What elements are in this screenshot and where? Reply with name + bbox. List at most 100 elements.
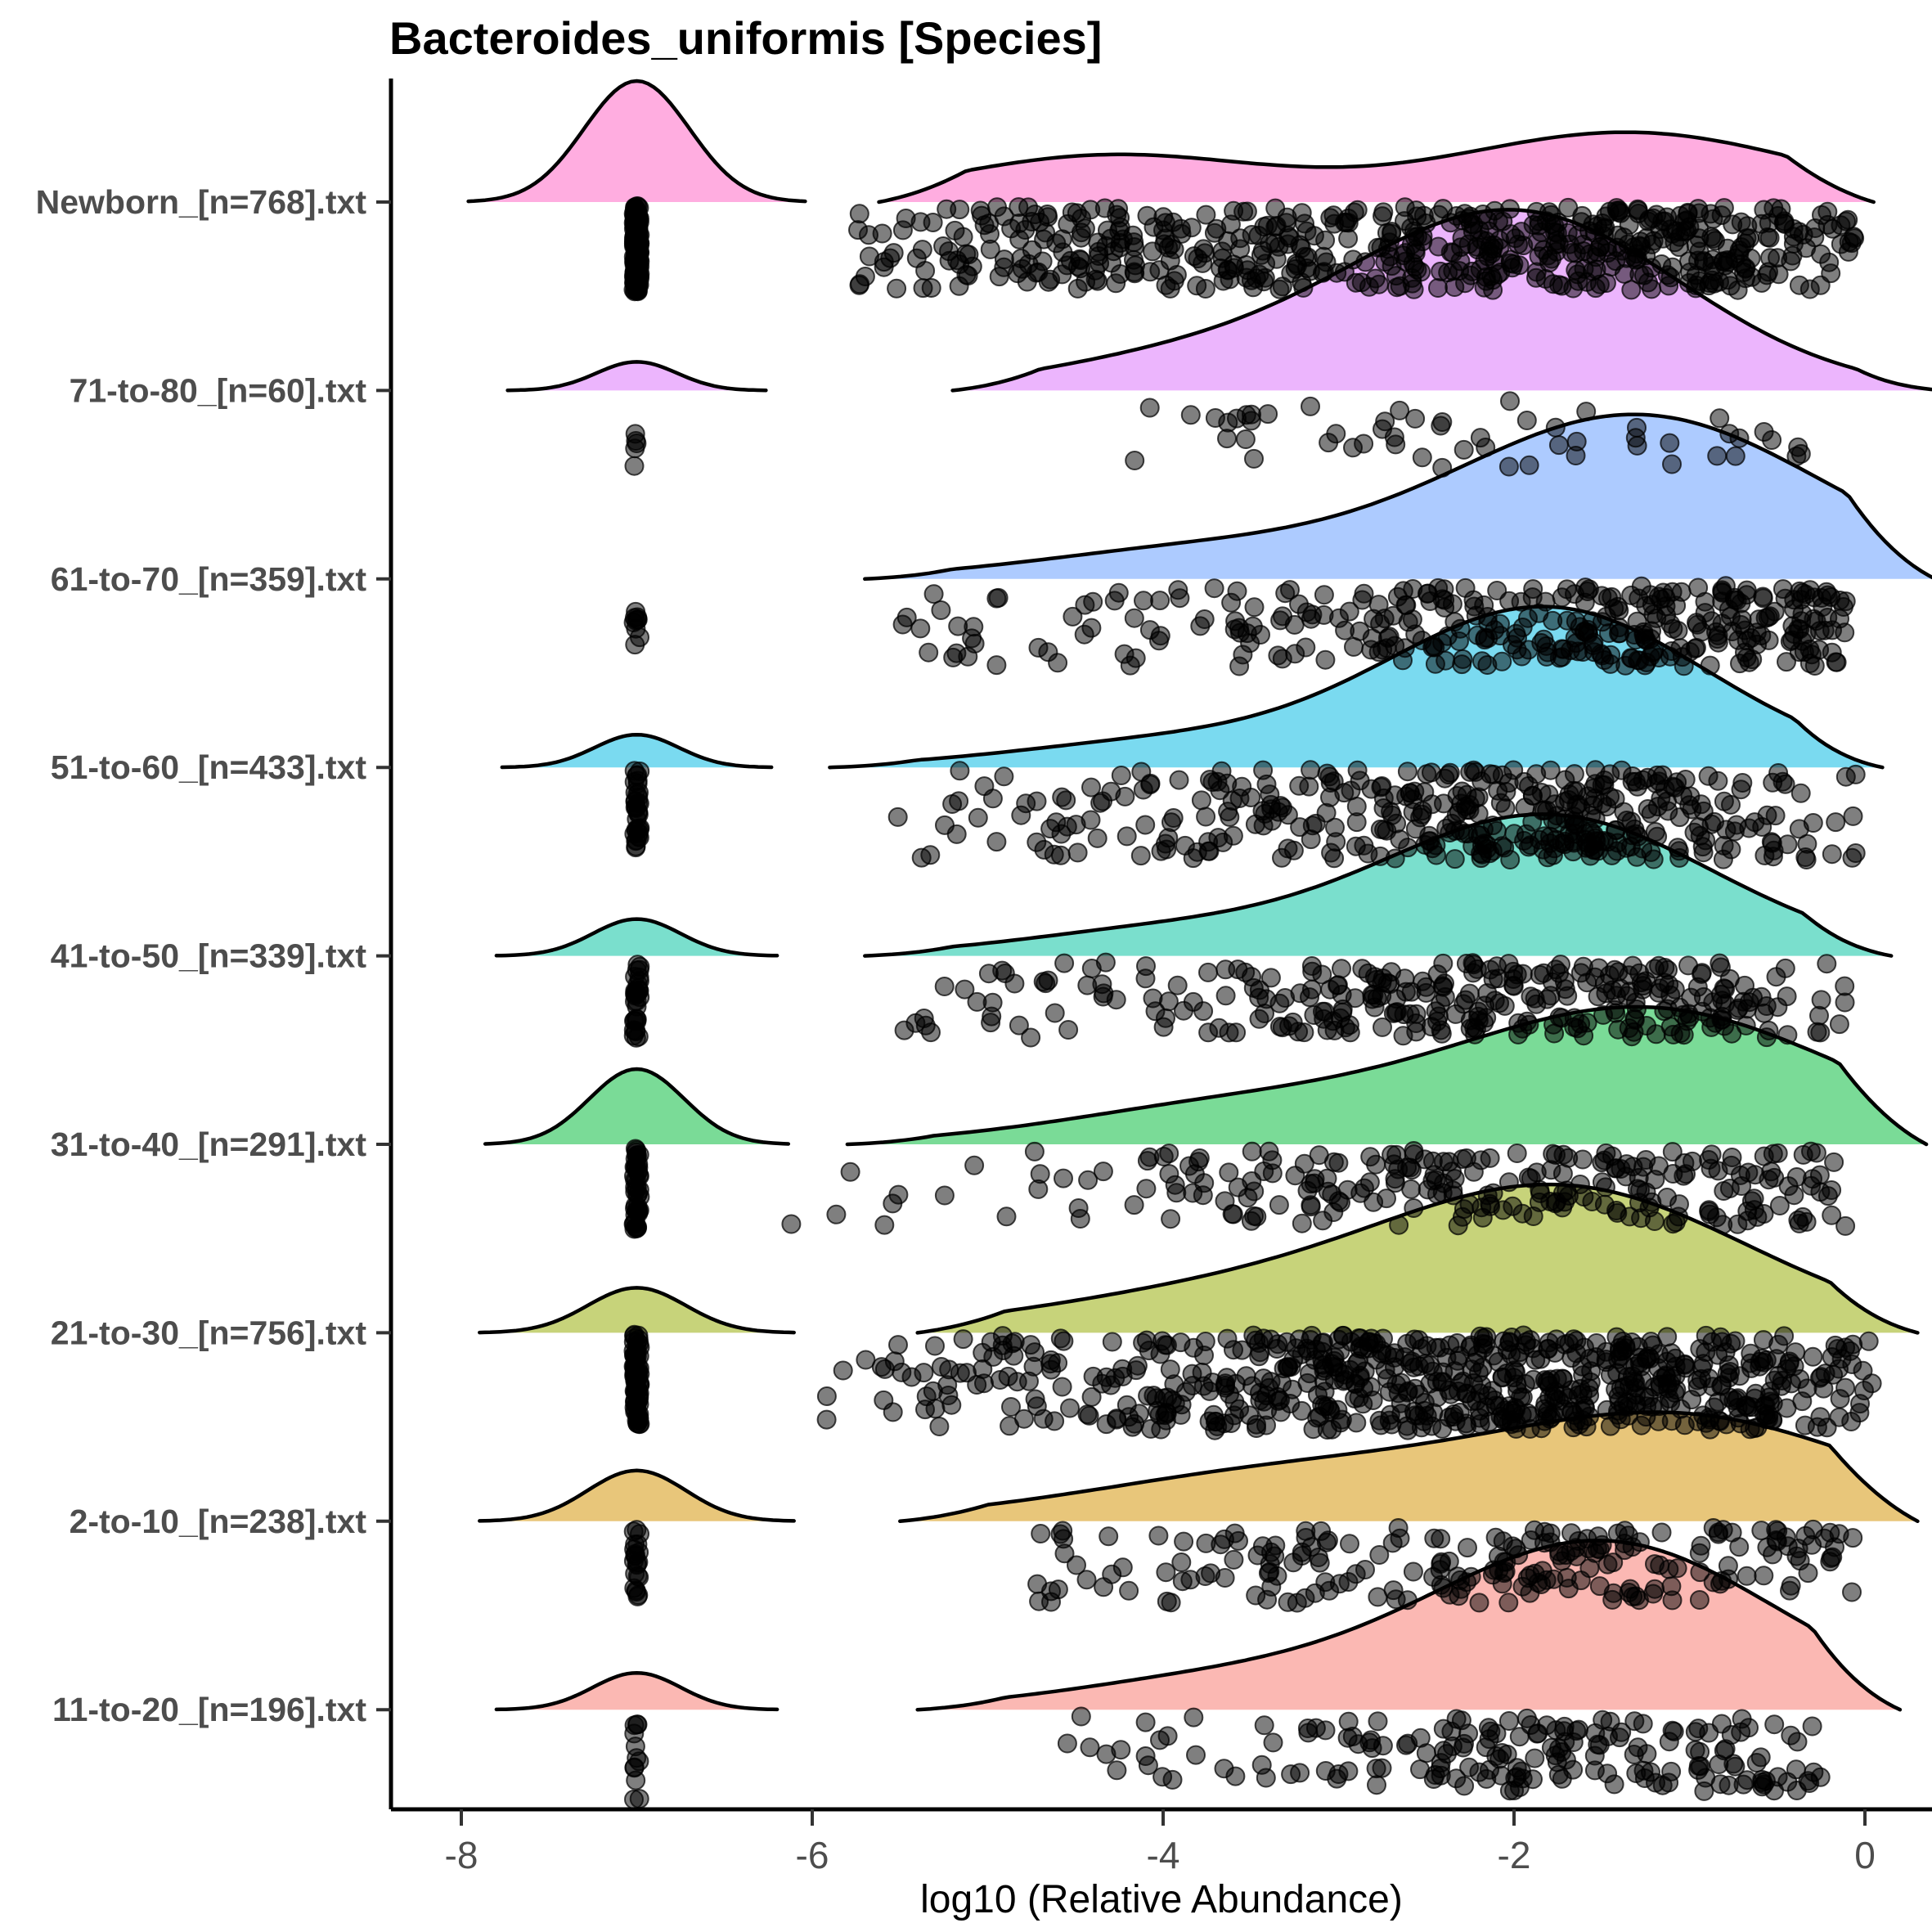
data-point: [1328, 1152, 1349, 1173]
data-point: [1050, 1524, 1071, 1544]
data-point: [1636, 1150, 1656, 1170]
data-point: [1347, 760, 1368, 780]
data-point: [1721, 839, 1741, 860]
data-point: [1620, 982, 1640, 1002]
data-point: [933, 236, 954, 256]
data-point: [1616, 838, 1637, 858]
data-point: [1700, 1008, 1720, 1028]
data-point: [1436, 650, 1456, 671]
data-point: [1561, 1401, 1582, 1422]
data-point: [1858, 1331, 1879, 1351]
data-point: [1032, 251, 1053, 272]
data-point: [1092, 974, 1112, 995]
data-point: [1229, 656, 1250, 676]
data-point: [1557, 610, 1577, 631]
data-point: [1579, 221, 1599, 241]
data-point: [1195, 243, 1215, 263]
data-point: [624, 1789, 644, 1809]
data-point: [1404, 1198, 1424, 1218]
data-point: [1492, 651, 1512, 672]
data-point: [1608, 202, 1629, 222]
data-point: [1258, 404, 1278, 425]
data-point: [1431, 1765, 1451, 1786]
data-point: [1244, 597, 1265, 618]
data-point: [1576, 402, 1597, 422]
data-point: [1551, 955, 1570, 975]
density-main-row2-fill: [952, 209, 1932, 391]
data-point: [1139, 398, 1160, 418]
data-point: [1768, 1143, 1788, 1163]
data-point: [627, 1555, 647, 1575]
chart-title: Bacteroides_uniformis [Species]: [389, 12, 1102, 64]
data-point: [1777, 1025, 1798, 1045]
data-point: [1716, 1414, 1737, 1435]
data-point: [627, 802, 648, 823]
data-point: [1725, 446, 1746, 466]
data-point: [1663, 1214, 1683, 1234]
data-point: [1648, 982, 1669, 1003]
data-point: [1788, 1210, 1808, 1230]
data-point: [1125, 451, 1145, 470]
data-point: [958, 266, 978, 285]
points-row1-Newborn_[n=768].txt: [623, 196, 1865, 302]
data-point: [1358, 843, 1378, 864]
data-point: [887, 806, 908, 827]
data-point: [1540, 1523, 1561, 1543]
data-point: [1666, 595, 1687, 616]
data-point: [1292, 1213, 1312, 1233]
data-point: [1388, 1518, 1409, 1538]
data-point: [1386, 277, 1407, 298]
data-point: [1145, 1001, 1166, 1022]
data-point: [1431, 994, 1450, 1014]
data-point: [1589, 1735, 1610, 1755]
data-point: [1384, 1154, 1404, 1175]
data-point: [1225, 1766, 1246, 1786]
data-point: [996, 1206, 1017, 1227]
data-point: [1728, 1398, 1748, 1418]
data-point: [1688, 1759, 1709, 1780]
data-point: [1511, 591, 1531, 612]
data-point: [1463, 590, 1484, 610]
data-point: [1830, 1389, 1850, 1409]
data-point: [1579, 1348, 1600, 1368]
data-point: [1152, 1767, 1173, 1787]
data-point: [1398, 838, 1418, 858]
data-point: [1333, 1326, 1354, 1346]
data-point: [1689, 1590, 1710, 1610]
data-point: [1137, 1151, 1157, 1171]
data-point: [968, 807, 988, 828]
data-point: [1244, 1206, 1265, 1226]
data-point: [1397, 762, 1418, 782]
data-point: [1038, 970, 1058, 991]
data-point: [1054, 1168, 1073, 1188]
data-point: [627, 1218, 647, 1238]
data-point: [1662, 1142, 1683, 1162]
data-point: [1112, 1557, 1133, 1578]
data-point: [1352, 959, 1373, 979]
data-point: [1452, 654, 1472, 675]
data-point: [1498, 1172, 1519, 1193]
data-point: [1102, 1332, 1122, 1352]
data-point: [1650, 1555, 1670, 1575]
data-point: [901, 1367, 922, 1387]
data-point: [1749, 609, 1769, 630]
data-point: [1081, 618, 1102, 638]
data-point: [1056, 790, 1076, 811]
density-zero-spike-row4-outline: [500, 732, 774, 770]
data-point: [1472, 844, 1493, 865]
data-point: [1294, 1153, 1314, 1174]
data-point: [1324, 848, 1345, 869]
data-point: [1183, 1183, 1203, 1203]
data-point: [1516, 1708, 1537, 1728]
data-point: [816, 1409, 837, 1430]
data-point: [1027, 791, 1047, 811]
data-point: [1845, 843, 1866, 863]
data-point: [1301, 396, 1320, 416]
density-zero-spike-row9-outline: [494, 1670, 780, 1712]
data-point: [1007, 1372, 1027, 1392]
data-point: [1519, 455, 1539, 475]
y-axis-label-row4: 51-to-60_[n=433].txt: [51, 748, 367, 786]
data-point: [1692, 1358, 1712, 1378]
data-point: [1503, 1536, 1523, 1557]
data-point: [1151, 841, 1171, 861]
